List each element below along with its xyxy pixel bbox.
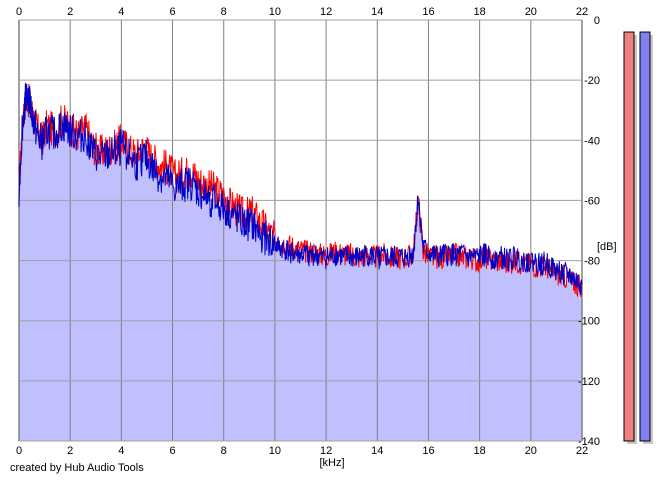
y-tick-label: -100: [578, 316, 600, 328]
y-tick-label: -40: [584, 135, 600, 147]
credit-text: created by Hub Audio Tools: [10, 462, 144, 474]
x-tick-label-top: 22: [576, 6, 588, 18]
x-tick-label-top: 10: [269, 6, 281, 18]
series-layer: [18, 82, 583, 298]
x-tick-label-bottom: 20: [525, 445, 537, 457]
y-axis-label: [dB]: [597, 241, 617, 253]
x-tick-label-top: 4: [118, 6, 124, 18]
x-tick-label-top: 6: [169, 6, 175, 18]
y-tick-labels: 0 -20 -40 -60 -80 -100 -120 -140: [578, 15, 600, 448]
spectrum-fill-area: [19, 87, 582, 441]
x-tick-label-bottom: 6: [169, 445, 175, 457]
x-tick-label-top: 20: [525, 6, 537, 18]
x-tick-label-bottom: 2: [67, 445, 73, 457]
y-tick-label: -80: [584, 256, 600, 268]
x-tick-label-top: 16: [422, 6, 434, 18]
x-tick-label-top: 14: [371, 6, 383, 18]
x-tick-label-bottom: 0: [16, 445, 22, 457]
x-tick-label-top: 2: [67, 6, 73, 18]
x-tick-label-bottom: 12: [320, 445, 332, 457]
level-meters: [623, 31, 653, 445]
level-meter-bar: [639, 31, 651, 442]
x-tick-label-bottom: 14: [371, 445, 383, 457]
x-tick-label-top: 18: [474, 6, 486, 18]
y-tick-label: -140: [578, 436, 600, 448]
x-tick-label-bottom: 10: [269, 445, 281, 457]
x-tick-label-top: 8: [221, 6, 227, 18]
y-tick-label: -60: [584, 195, 600, 207]
y-tick-label: 0: [594, 15, 600, 27]
x-tick-label-bottom: 16: [422, 445, 434, 457]
y-tick-label: -120: [578, 376, 600, 388]
spectrum-area-layer: [19, 87, 582, 441]
x-tick-label-bottom: 4: [118, 445, 124, 457]
x-tick-label-top: 0: [16, 6, 22, 18]
x-tick-label-bottom: 8: [221, 445, 227, 457]
x-tick-label-bottom: 22: [576, 445, 588, 457]
x-axis-label: [kHz]: [319, 457, 344, 469]
x-tick-label-top: 12: [320, 6, 332, 18]
series-line: [18, 82, 583, 296]
grid-layer: [18, 19, 583, 442]
y-tick-label: -20: [584, 75, 600, 87]
level-meter-bar: [623, 31, 635, 442]
x-tick-label-bottom: 18: [474, 445, 486, 457]
